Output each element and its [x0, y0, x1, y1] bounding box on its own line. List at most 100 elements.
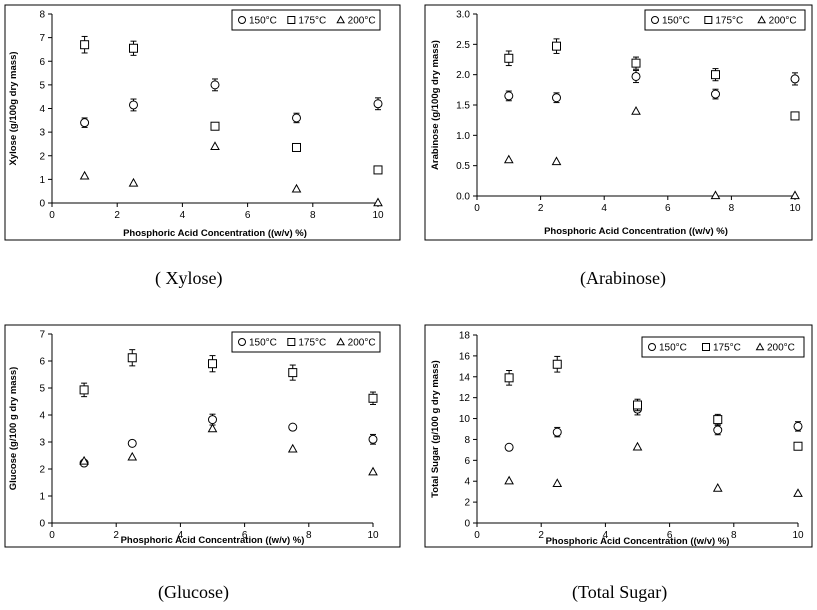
- data-point-triangle: [710, 190, 721, 200]
- data-point-square: [552, 41, 561, 51]
- data-point-triangle: [368, 466, 378, 476]
- x-tick-label: 2: [538, 530, 544, 541]
- data-point-triangle: [712, 482, 723, 492]
- data-point-triangle: [632, 441, 643, 451]
- x-tick-label: 6: [667, 530, 673, 541]
- y-tick-label: 0: [39, 199, 45, 210]
- data-point-square: [552, 359, 562, 369]
- xylose-chart-svg: 0 1 2 3 4 5 6 7 8 0 2 4 6 8 10 Phosphoric Acid Concentr…: [4, 4, 401, 241]
- data-point-triangle: [79, 170, 90, 180]
- x-tick-label: 4: [603, 530, 609, 541]
- y-tick-label: 8: [39, 10, 45, 21]
- total-sugar-caption: (Total Sugar): [572, 582, 668, 602]
- data-point-circle: [208, 415, 217, 425]
- x-axis-title: Phosphoric Acid Concentration ((w/v) %): [123, 228, 307, 239]
- data-point-triangle: [287, 443, 298, 453]
- y-tick-label: 2.5: [456, 40, 470, 51]
- x-tick-label: 10: [372, 210, 384, 221]
- y-tick-label: 12: [459, 393, 471, 404]
- y-tick-label: 1.5: [456, 101, 470, 112]
- y-tick-label: 3: [39, 438, 45, 449]
- legend-label: 175°C: [715, 16, 743, 27]
- legend-box: [641, 336, 805, 358]
- data-point-circle: [210, 80, 220, 90]
- y-tick-label: 10: [459, 414, 471, 425]
- chart-frame: [4, 324, 401, 548]
- legend-label: 200°C: [348, 338, 376, 349]
- x-tick-label: 2: [114, 210, 120, 221]
- data-point-square: [368, 393, 378, 403]
- glucose-chart-svg: 0 1 2 3 4 5 6 7 0 2 4 6 8 10 Phosphoric Acid Concentra…: [4, 324, 401, 548]
- glucose-caption: (Glucose): [158, 582, 229, 602]
- arabinose-caption: (Arabinose): [580, 268, 666, 288]
- y-tick-label: 6: [39, 57, 45, 68]
- data-point-triangle: [631, 106, 641, 115]
- data-point-circle: [790, 74, 800, 84]
- arabinose-chart-svg: 0.0 0.5 1.0 1.5 2.0 2.5 3.0 0 2 4 6 8 10 Phosphoric A…: [424, 4, 813, 241]
- chart-frame: [424, 324, 813, 548]
- arabinose-chart: 0.0 0.5 1.0 1.5 2.0 2.5 3.0 0 2 4 6 8 10 Phosphoric A…: [420, 0, 817, 300]
- legend-marker-circle: [238, 338, 246, 346]
- y-tick-label: 8: [464, 435, 470, 446]
- data-point-square: [711, 70, 720, 80]
- data-point-circle: [288, 422, 298, 432]
- data-point-circle: [631, 71, 641, 81]
- data-point-triangle: [793, 488, 803, 497]
- x-tick-label: 4: [601, 203, 607, 214]
- x-tick-label: 4: [180, 210, 186, 221]
- data-point-square: [504, 373, 514, 383]
- legend-label: 150°C: [249, 16, 277, 27]
- legend-label: 150°C: [249, 338, 277, 349]
- legend-label: 200°C: [769, 16, 797, 27]
- data-point-circle: [127, 438, 137, 448]
- data-point-square: [210, 121, 220, 131]
- data-point-square: [504, 53, 514, 63]
- data-point-circle: [368, 434, 378, 444]
- x-tick-label: 6: [242, 530, 248, 541]
- data-point-square: [793, 441, 803, 451]
- x-tick-label: 2: [113, 530, 119, 541]
- legend-marker-square: [702, 343, 710, 351]
- data-point-triangle: [790, 190, 800, 200]
- data-point-triangle: [373, 197, 383, 207]
- y-tick-label: 5: [39, 80, 45, 91]
- x-tick-label: 10: [367, 530, 379, 541]
- data-point-square: [633, 400, 642, 410]
- legend-label: 200°C: [767, 343, 795, 354]
- legend-label: 150°C: [662, 16, 690, 27]
- data-point-circle: [292, 113, 301, 123]
- legend-box: [644, 9, 806, 31]
- y-tick-label: 7: [39, 33, 45, 44]
- y-axis-title: Glucose (g/100 g dry mass): [8, 367, 19, 491]
- legend-marker-triangle: [757, 15, 767, 24]
- x-tick-label: 6: [245, 210, 251, 221]
- y-tick-label: 2: [39, 465, 45, 476]
- y-tick-label: 6: [39, 357, 45, 368]
- xylose-chart: 0 1 2 3 4 5 6 7 8 0 2 4 6 8 10 Phosphoric Acid Concentr…: [0, 0, 405, 300]
- legend-marker-circle: [651, 16, 659, 24]
- data-point-square: [288, 368, 298, 378]
- data-point-circle: [129, 100, 138, 110]
- data-point-square: [713, 415, 723, 425]
- y-tick-label: 4: [39, 104, 45, 115]
- x-tick-label: 0: [474, 530, 480, 541]
- y-tick-label: 2.0: [456, 70, 470, 81]
- y-tick-label: 1.0: [456, 131, 470, 142]
- y-tick-label: 0: [39, 519, 45, 530]
- y-tick-label: 0.5: [456, 161, 470, 172]
- y-tick-label: 6: [464, 456, 470, 467]
- data-point-triangle: [210, 141, 220, 150]
- legend-marker-triangle: [336, 337, 346, 346]
- data-point-square: [790, 111, 800, 121]
- legend-label: 200°C: [348, 16, 376, 27]
- x-tick-label: 10: [792, 530, 804, 541]
- x-tick-label: 6: [665, 203, 671, 214]
- data-point-triangle: [552, 478, 563, 488]
- legend-label: 150°C: [659, 343, 687, 354]
- legend-label: 175°C: [713, 343, 741, 354]
- x-tick-label: 8: [729, 203, 735, 214]
- data-point-circle: [711, 89, 720, 99]
- y-tick-label: 3.0: [456, 10, 470, 21]
- legend-box: [231, 9, 381, 31]
- legend-marker-circle: [238, 16, 246, 24]
